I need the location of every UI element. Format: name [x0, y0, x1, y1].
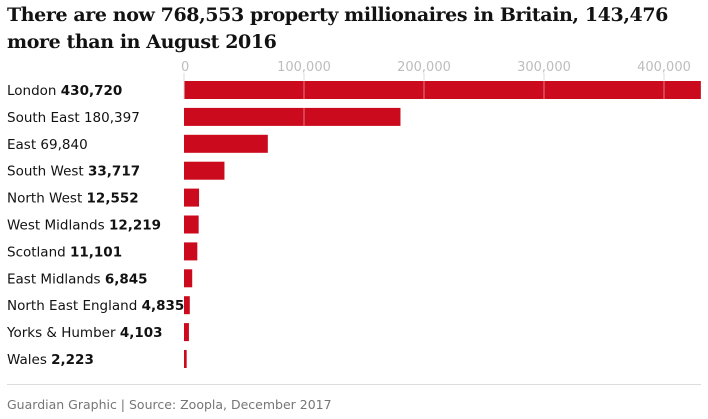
category-name: East Midlands	[7, 271, 105, 287]
x-tick-label: 400,000	[637, 60, 691, 75]
bar	[184, 161, 225, 180]
value-label: 12,552	[87, 191, 139, 207]
category-label: Yorks & Humber 4,103	[6, 325, 163, 341]
category-name: West Midlands	[7, 218, 109, 234]
category-label: Scotland 11,101	[7, 244, 122, 260]
category-label: London 430,720	[7, 83, 122, 99]
value-label: 69,840	[40, 137, 87, 153]
category-name: London	[7, 83, 61, 99]
category-name: South East	[7, 110, 84, 126]
bar	[184, 215, 199, 234]
bar	[184, 350, 187, 368]
bar	[184, 269, 193, 288]
category-name: North West	[7, 191, 87, 207]
value-label: 11,101	[70, 244, 122, 260]
value-label: 430,720	[61, 83, 123, 99]
value-label: 33,717	[88, 164, 140, 180]
footer-divider	[7, 384, 701, 385]
category-label: East Midlands 6,845	[7, 271, 148, 287]
bar	[184, 188, 200, 207]
source-note: Guardian Graphic | Source: Zoopla, Decem…	[7, 397, 332, 412]
value-label: 2,223	[51, 352, 94, 368]
category-label: North East England 4,835	[7, 298, 184, 314]
value-label: 180,397	[84, 110, 140, 126]
category-label: South West 33,717	[7, 164, 140, 180]
category-name: North East England	[7, 298, 142, 314]
x-tick-label: 200,000	[397, 60, 451, 75]
category-label: East 69,840	[7, 137, 88, 153]
category-name: South West	[7, 164, 88, 180]
category-label: North West 12,552	[7, 191, 139, 207]
category-label: West Midlands 12,219	[7, 218, 161, 234]
bar	[184, 242, 198, 261]
x-tick-label: 100,000	[277, 60, 331, 75]
x-tick-label: 0	[181, 60, 189, 75]
category-label: South East 180,397	[7, 110, 140, 126]
bar-chart: London 430,720 South East 180,397 East 69,…	[6, 60, 701, 368]
x-tick-label: 300,000	[517, 60, 571, 75]
value-label: 12,219	[109, 218, 161, 234]
bar	[184, 107, 401, 126]
chart-title: There are now 768,553 property millionai…	[7, 4, 668, 53]
value-label: 6,845	[105, 271, 148, 287]
category-name: Scotland	[7, 244, 70, 260]
value-label: 4,835	[142, 298, 185, 314]
category-name: Wales	[7, 352, 51, 368]
bar	[184, 81, 701, 99]
bar	[184, 296, 190, 315]
category-label: Wales 2,223	[7, 352, 94, 368]
bar	[184, 134, 268, 153]
value-label: 4,103	[120, 325, 163, 341]
bar	[184, 323, 189, 342]
category-name: East	[7, 137, 40, 153]
category-name: Yorks & Humber	[6, 325, 120, 341]
